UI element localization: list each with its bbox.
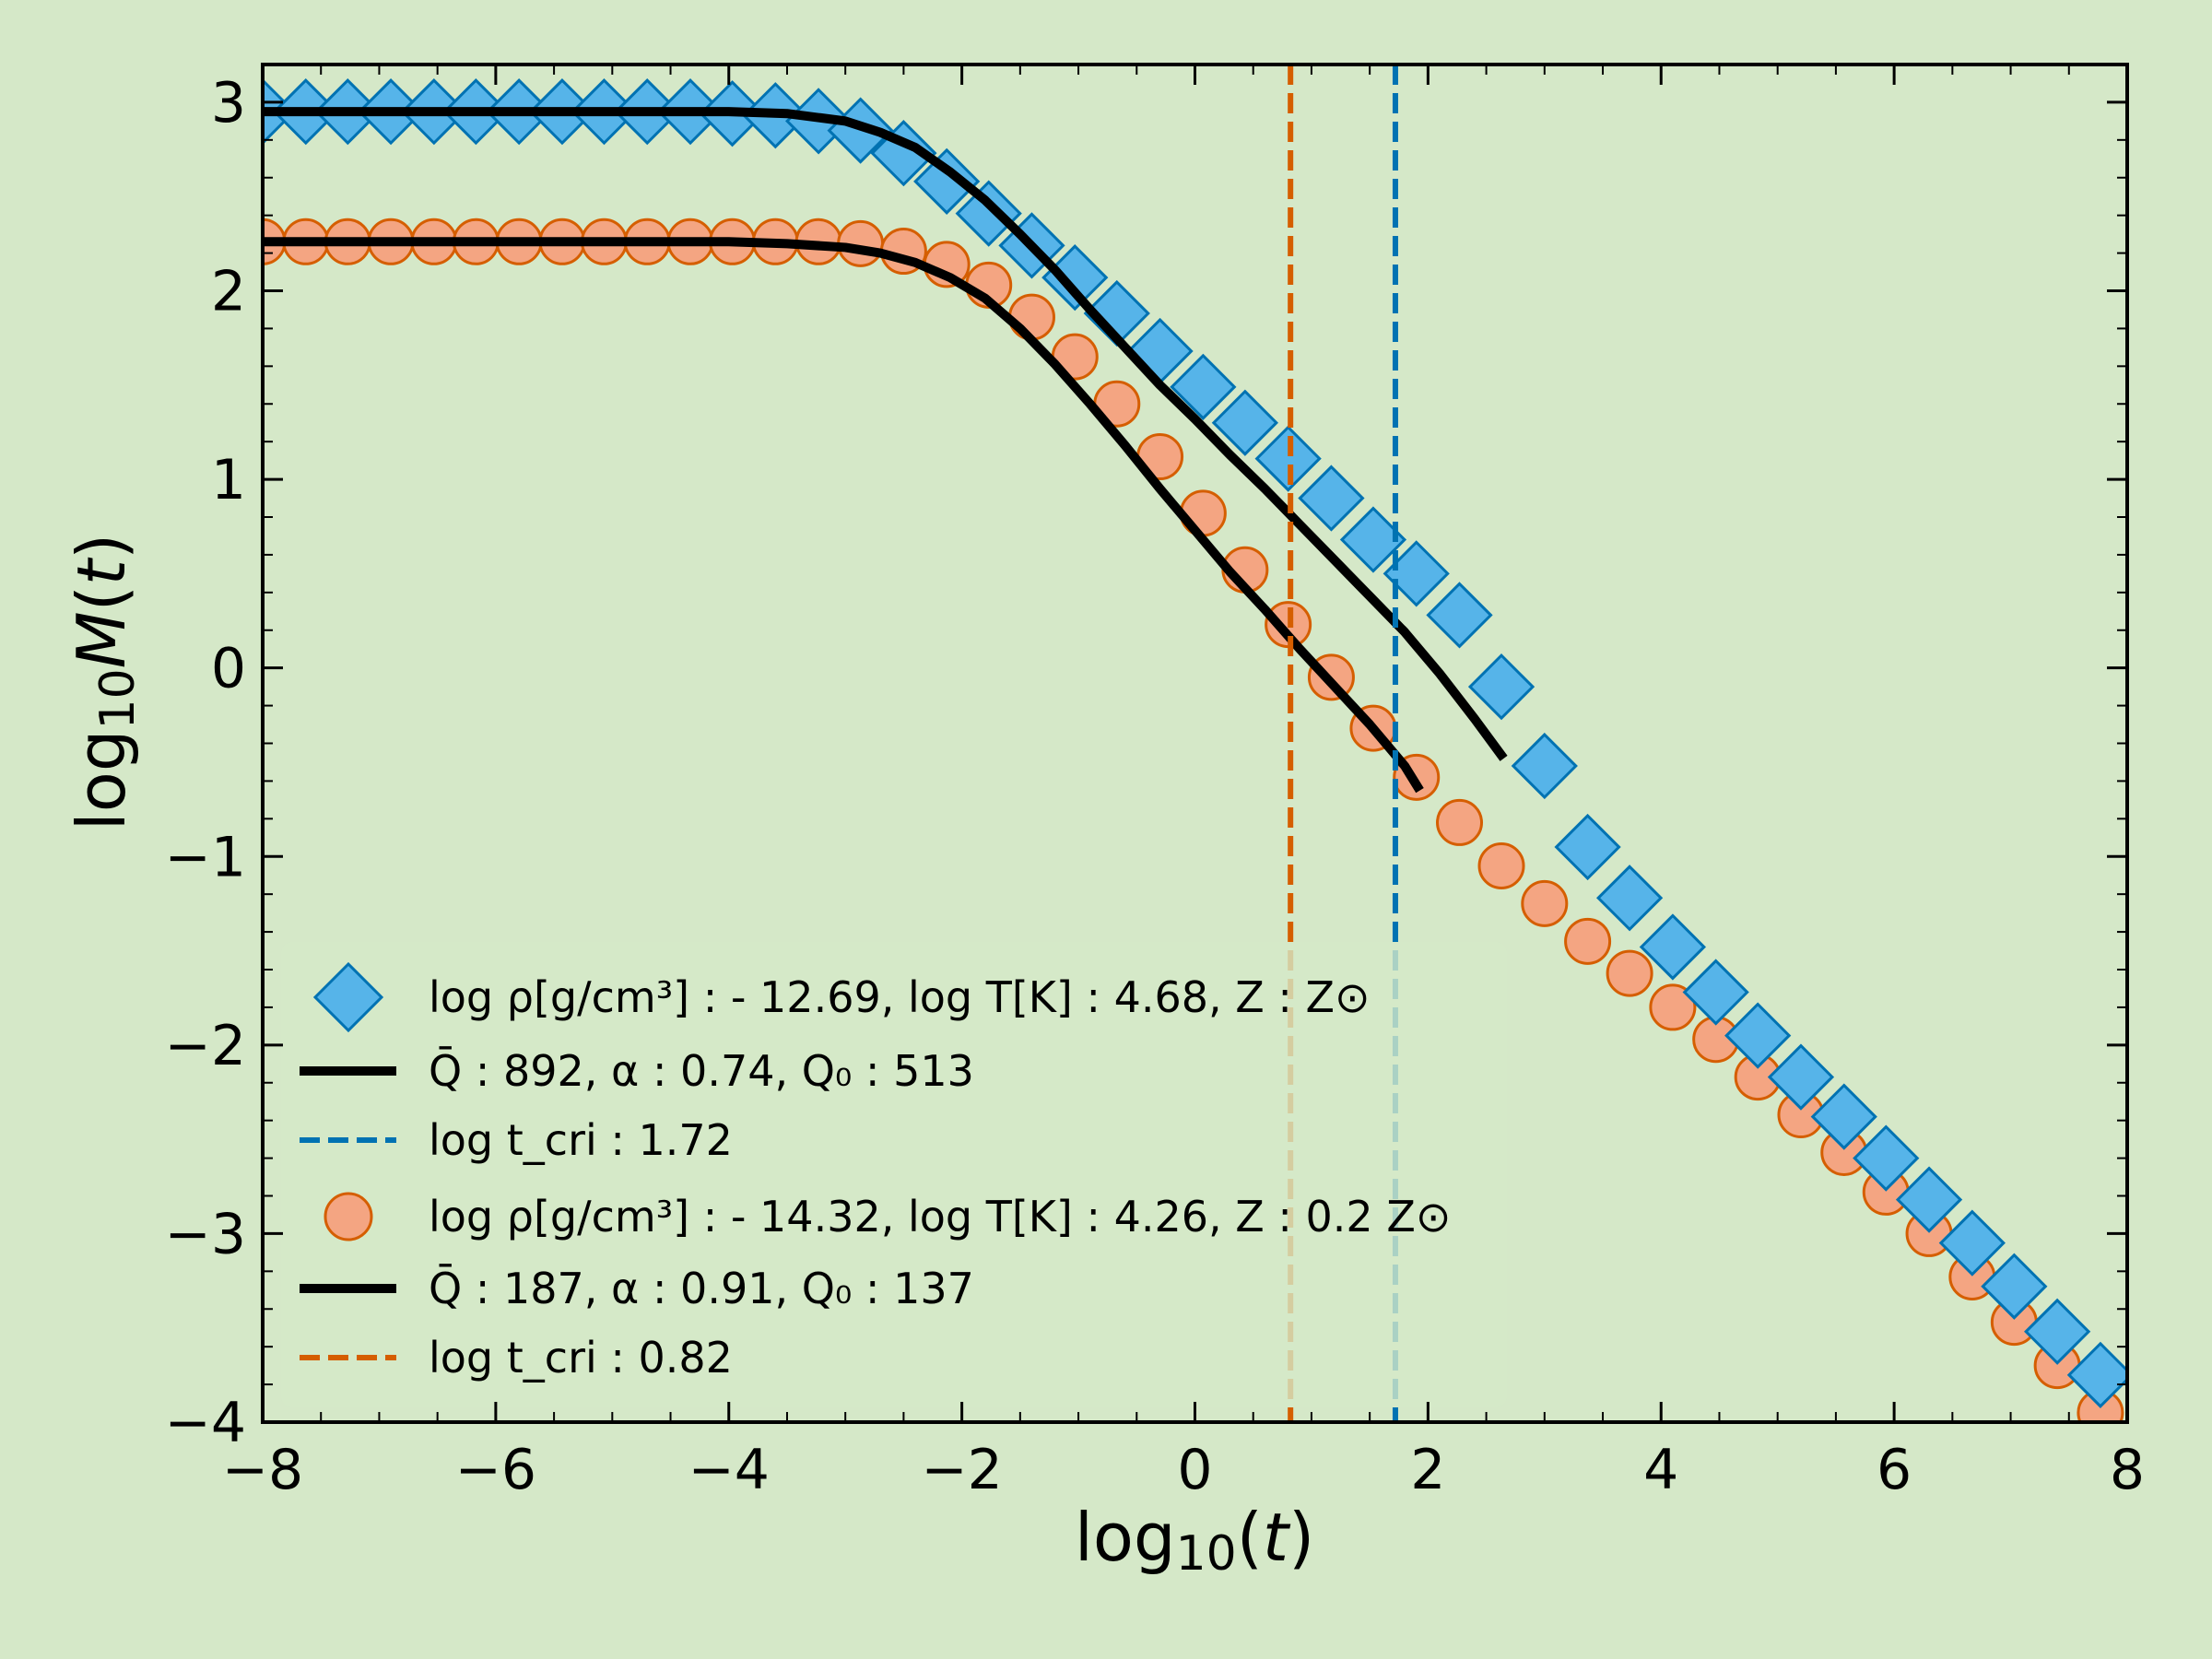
diamond-point xyxy=(955,180,1022,247)
legend-label: Q̄ : 892, α : 0.74, Q₀ : 513 xyxy=(429,1046,974,1096)
legend-label: log ρ[g/cm³] : - 14.32, log T[K] : 4.26,… xyxy=(429,1192,1451,1241)
x-tick-label: −8 xyxy=(222,1438,303,1502)
diamond-point xyxy=(1511,732,1578,800)
circle-point xyxy=(1436,798,1484,846)
y-tick-label: −4 xyxy=(165,1391,246,1455)
x-tick-label: −2 xyxy=(921,1438,1002,1502)
diamond-point xyxy=(1254,425,1322,492)
y-tick-label: −2 xyxy=(165,1014,246,1078)
diamond-point xyxy=(1467,653,1535,721)
diamond-point xyxy=(1853,1124,1920,1192)
diamond-point xyxy=(1639,913,1707,981)
legend-label: Q̄ : 187, α : 0.91, Q₀ : 137 xyxy=(429,1264,974,1313)
plot-marks xyxy=(263,65,2127,1422)
circle-point xyxy=(1521,879,1569,927)
y-tick-label: 3 xyxy=(211,71,246,135)
circle-point xyxy=(1564,917,1612,965)
diamond-point xyxy=(1981,1253,2048,1320)
diamond-point xyxy=(1211,389,1278,456)
x-tick-label: 8 xyxy=(2110,1438,2145,1502)
diamond-point xyxy=(913,147,981,215)
diamond-point xyxy=(1170,353,1237,420)
diamond-point xyxy=(1426,582,1493,649)
x-tick-label: −4 xyxy=(688,1438,770,1502)
diamond-point xyxy=(1810,1083,1877,1150)
fit-line-187 xyxy=(263,237,1424,794)
circle-point xyxy=(1606,949,1653,997)
diamond-point xyxy=(1298,465,1365,532)
diamond-point xyxy=(1895,1166,1963,1233)
x-tick-label: 2 xyxy=(1410,1438,1445,1502)
diamond-point xyxy=(1595,865,1664,932)
diamond-point xyxy=(2066,1341,2127,1408)
diamond-point xyxy=(2024,1298,2091,1365)
x-tick-label: 0 xyxy=(1177,1438,1212,1502)
circle-point xyxy=(1007,293,1055,341)
fit-line-892 xyxy=(263,107,1508,761)
x-tick-label: 6 xyxy=(1877,1438,1912,1502)
legend-box xyxy=(281,942,1507,1407)
y-tick-label: −3 xyxy=(165,1202,246,1266)
y-tick-label: 1 xyxy=(211,448,246,512)
y-tick-label: −1 xyxy=(165,825,246,889)
y-tick-label: 0 xyxy=(211,637,246,701)
diamond-point xyxy=(1938,1209,2006,1277)
x-tick-label: 4 xyxy=(1643,1438,1678,1502)
circle-point xyxy=(1649,983,1697,1031)
circle-point xyxy=(1179,489,1227,537)
legend: log ρ[g/cm³] : - 12.69, log T[K] : 4.68,… xyxy=(281,942,1507,1407)
legend-label: log t_cri : 0.82 xyxy=(429,1333,733,1382)
diamond-point xyxy=(1682,959,1749,1026)
axis-ticks: −8 −6 −4 −2 0 2 4 6 8 −4 −3 −2 −1 0 1 2 3 xyxy=(165,65,2145,1502)
y-tick-label: 2 xyxy=(211,260,246,324)
legend-circle-marker xyxy=(324,1192,373,1241)
legend-label: log ρ[g/cm³] : - 12.69, log T[K] : 4.68,… xyxy=(429,972,1371,1022)
legend-diamond-marker xyxy=(312,961,384,1033)
diamond-point xyxy=(1724,1002,1792,1069)
diamond-point xyxy=(1767,1043,1835,1111)
legend-label: log t_cri : 1.72 xyxy=(429,1115,733,1165)
diamond-point xyxy=(1554,813,1621,881)
circle-point xyxy=(1477,841,1525,889)
x-tick-label: −6 xyxy=(455,1438,536,1502)
